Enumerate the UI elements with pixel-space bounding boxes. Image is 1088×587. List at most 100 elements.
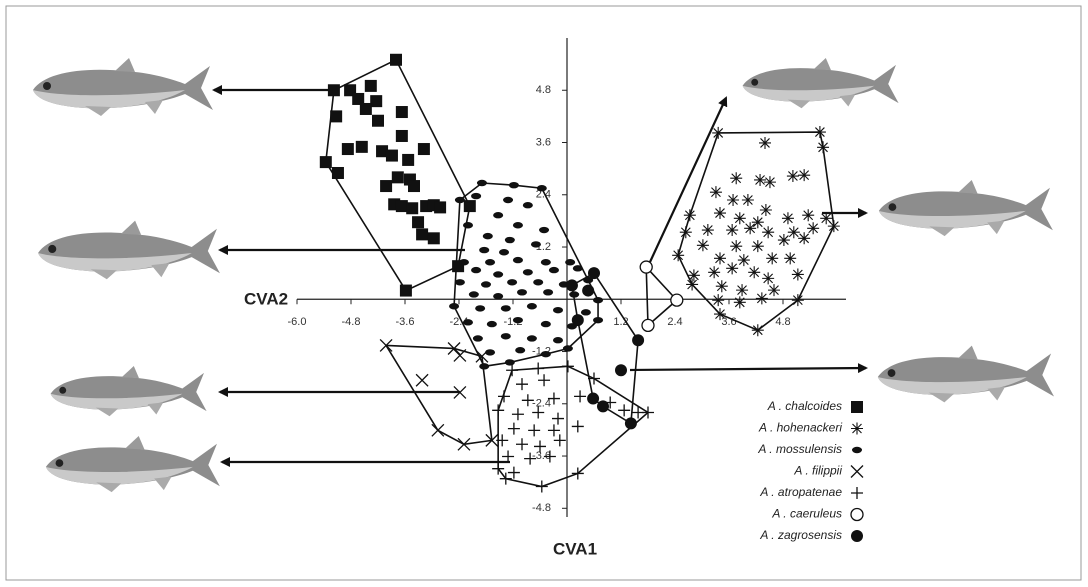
point	[492, 404, 504, 416]
point	[523, 269, 533, 275]
point	[541, 259, 551, 265]
point	[788, 226, 800, 238]
point	[726, 224, 738, 236]
point	[418, 143, 430, 155]
point	[730, 172, 742, 184]
point	[792, 294, 804, 306]
fish-image	[878, 346, 1054, 403]
page: {"chart_data": {"type": "scatter", "x_la…	[0, 0, 1088, 587]
point	[386, 150, 398, 162]
point	[503, 197, 513, 203]
point	[498, 390, 510, 402]
point	[784, 252, 796, 264]
point	[714, 308, 726, 320]
point	[528, 424, 540, 436]
x-tick-label: 2.4	[667, 316, 682, 328]
fish-image	[33, 58, 213, 116]
point	[684, 209, 696, 221]
point	[817, 141, 829, 153]
legend-label: A . mossulensis	[757, 442, 842, 456]
point	[734, 296, 746, 308]
point	[807, 222, 819, 234]
point	[342, 143, 354, 155]
legend-label: A . zagrosensis	[759, 528, 842, 542]
point	[632, 334, 644, 346]
point	[513, 257, 523, 263]
point	[507, 279, 517, 285]
y-tick-label: -2.4	[532, 398, 551, 410]
point	[760, 204, 772, 216]
point	[479, 363, 489, 369]
point	[766, 252, 778, 264]
point	[762, 272, 774, 284]
legend-marker	[851, 423, 863, 435]
point	[517, 289, 527, 295]
point	[406, 202, 418, 214]
point	[516, 438, 528, 450]
point	[356, 141, 368, 153]
point	[360, 103, 372, 115]
point	[642, 319, 654, 331]
point	[553, 307, 563, 313]
point	[671, 294, 683, 306]
point	[754, 174, 766, 186]
point	[392, 171, 404, 183]
point	[782, 212, 794, 224]
point	[449, 303, 459, 309]
point	[552, 413, 564, 425]
fish-image	[879, 180, 1053, 236]
point	[475, 305, 485, 311]
point	[459, 259, 469, 265]
legend-label: A . hohenackeri	[758, 421, 842, 435]
point	[712, 294, 724, 306]
point	[702, 224, 714, 236]
legend-marker	[851, 466, 863, 478]
point	[533, 279, 543, 285]
legend-marker	[852, 447, 862, 453]
point	[372, 115, 384, 127]
point	[548, 424, 560, 436]
point	[742, 194, 754, 206]
point	[563, 345, 573, 351]
y-tick-label: 3.6	[536, 136, 551, 148]
point	[455, 279, 465, 285]
point	[487, 321, 497, 327]
point	[587, 393, 599, 405]
point	[455, 197, 465, 203]
point	[537, 185, 547, 191]
point	[396, 200, 408, 212]
point	[380, 180, 392, 192]
point	[400, 285, 412, 297]
x-tick-label: -4.8	[342, 316, 361, 328]
point	[516, 378, 528, 390]
point	[330, 110, 342, 122]
point	[593, 317, 603, 323]
legend-marker	[851, 401, 863, 413]
point	[697, 239, 709, 251]
point	[493, 293, 503, 299]
point	[554, 434, 566, 446]
legend-label: A . atropatenae	[759, 485, 842, 499]
point	[416, 228, 428, 240]
point	[672, 249, 684, 261]
point	[541, 321, 551, 327]
point	[798, 232, 810, 244]
point	[365, 80, 377, 92]
point	[727, 194, 739, 206]
point	[714, 252, 726, 264]
point	[493, 271, 503, 277]
point	[370, 95, 382, 107]
point	[802, 209, 814, 221]
point	[572, 314, 584, 326]
point	[483, 233, 493, 239]
point	[515, 347, 525, 353]
point	[593, 297, 603, 303]
legend-label: A . caeruleus	[771, 507, 842, 521]
arrow	[630, 368, 866, 370]
point	[744, 222, 756, 234]
point	[502, 450, 514, 462]
point	[485, 259, 495, 265]
point	[778, 234, 790, 246]
point	[798, 169, 810, 181]
